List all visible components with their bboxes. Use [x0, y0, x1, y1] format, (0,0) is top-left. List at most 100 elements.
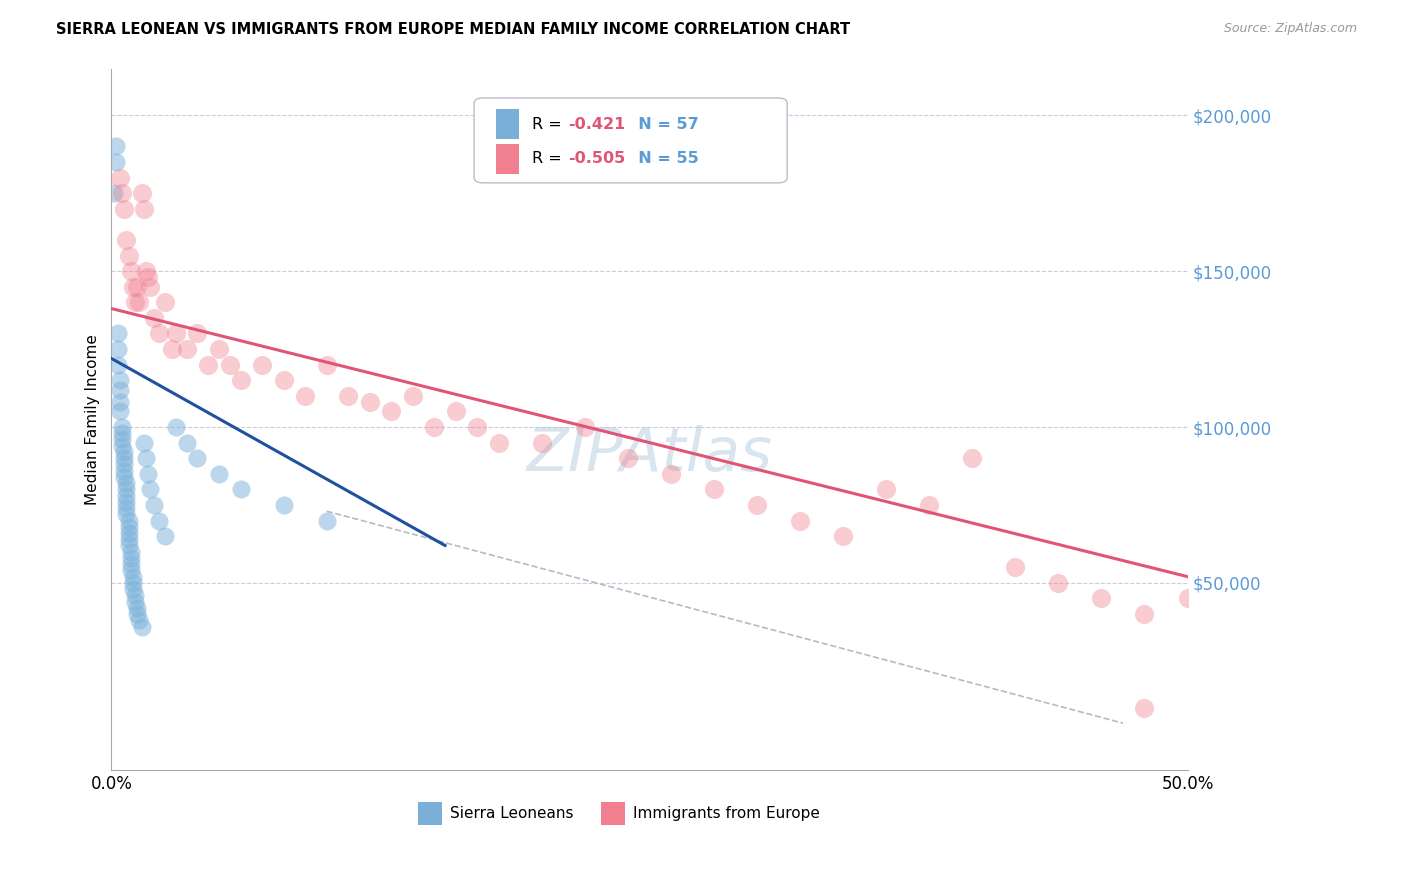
Point — [120, 544, 142, 558]
Point — [1177, 591, 1199, 606]
Point — [444, 404, 467, 418]
Point — [104, 155, 127, 169]
Point — [165, 326, 187, 341]
Point — [115, 489, 138, 503]
Point — [111, 433, 134, 447]
Point — [128, 295, 150, 310]
Point — [165, 420, 187, 434]
Point — [1090, 591, 1112, 606]
Point — [337, 389, 360, 403]
Point — [117, 533, 139, 547]
Point — [122, 569, 145, 583]
Point — [107, 326, 129, 341]
Point — [1047, 575, 1070, 590]
Point — [155, 529, 177, 543]
Point — [176, 342, 198, 356]
Point — [229, 483, 252, 497]
Point — [423, 420, 446, 434]
Point — [124, 295, 146, 310]
Point — [250, 358, 273, 372]
Point — [112, 202, 135, 216]
Text: ZIPAtlas: ZIPAtlas — [526, 425, 772, 483]
Point — [127, 279, 149, 293]
Point — [160, 342, 183, 356]
Point — [918, 498, 941, 512]
Point — [136, 467, 159, 481]
Text: SIERRA LEONEAN VS IMMIGRANTS FROM EUROPE MEDIAN FAMILY INCOME CORRELATION CHART: SIERRA LEONEAN VS IMMIGRANTS FROM EUROPE… — [56, 22, 851, 37]
Point — [574, 420, 596, 434]
Point — [112, 464, 135, 478]
Point — [122, 575, 145, 590]
Point — [124, 594, 146, 608]
Point — [120, 563, 142, 577]
Point — [315, 514, 337, 528]
Point — [111, 420, 134, 434]
Point — [186, 326, 208, 341]
Point — [132, 435, 155, 450]
Text: Source: ZipAtlas.com: Source: ZipAtlas.com — [1223, 22, 1357, 36]
Point — [962, 451, 984, 466]
Point — [155, 295, 177, 310]
Point — [127, 607, 149, 621]
Point — [115, 501, 138, 516]
Point — [107, 342, 129, 356]
Point — [745, 498, 768, 512]
Point — [117, 539, 139, 553]
Point — [117, 248, 139, 262]
Point — [112, 445, 135, 459]
Point — [107, 358, 129, 372]
Text: Immigrants from Europe: Immigrants from Europe — [633, 805, 820, 821]
Point — [117, 520, 139, 534]
Point — [488, 435, 510, 450]
Point — [703, 483, 725, 497]
Point — [132, 202, 155, 216]
Point — [294, 389, 316, 403]
Point — [208, 342, 231, 356]
Text: Sierra Leoneans: Sierra Leoneans — [450, 805, 574, 821]
Point — [273, 373, 295, 387]
Point — [108, 395, 131, 409]
Point — [103, 186, 125, 201]
Point — [197, 358, 219, 372]
FancyBboxPatch shape — [600, 802, 624, 824]
Point — [112, 470, 135, 484]
Point — [115, 233, 138, 247]
FancyBboxPatch shape — [418, 802, 441, 824]
Point — [122, 582, 145, 596]
Point — [789, 514, 811, 528]
Point — [108, 373, 131, 387]
Text: -0.505: -0.505 — [568, 152, 624, 166]
Point — [112, 458, 135, 472]
Point — [115, 495, 138, 509]
Point — [117, 514, 139, 528]
Point — [139, 279, 162, 293]
Point — [117, 526, 139, 541]
Point — [135, 451, 157, 466]
Point — [111, 186, 134, 201]
Point — [315, 358, 337, 372]
Point — [111, 439, 134, 453]
Point — [120, 557, 142, 571]
Point — [832, 529, 855, 543]
Point — [465, 420, 488, 434]
Point — [108, 170, 131, 185]
Point — [273, 498, 295, 512]
Point — [617, 451, 640, 466]
Point — [131, 619, 153, 633]
Point — [111, 426, 134, 441]
Point — [112, 451, 135, 466]
Point — [143, 498, 166, 512]
Point — [128, 613, 150, 627]
Point — [148, 326, 170, 341]
FancyBboxPatch shape — [495, 145, 519, 174]
Point — [530, 435, 553, 450]
Point — [1004, 560, 1026, 574]
Text: N = 55: N = 55 — [627, 152, 699, 166]
Point — [115, 508, 138, 522]
Point — [359, 395, 381, 409]
Point — [108, 404, 131, 418]
Point — [143, 310, 166, 325]
FancyBboxPatch shape — [495, 110, 519, 139]
Point — [104, 139, 127, 153]
Point — [208, 467, 231, 481]
